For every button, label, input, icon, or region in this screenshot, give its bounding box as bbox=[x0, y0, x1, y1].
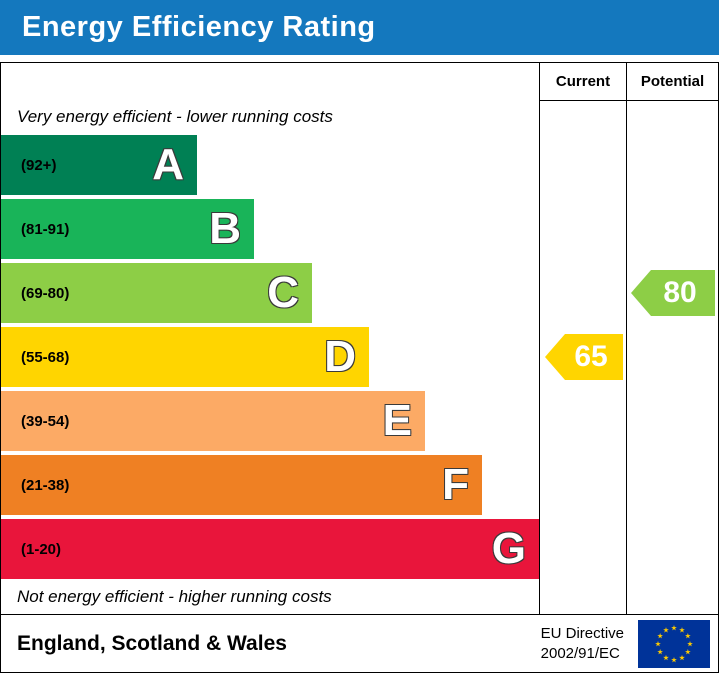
eu-directive-line1: EU Directive bbox=[540, 625, 624, 642]
eu-flag-icon bbox=[638, 619, 710, 668]
band-letter: G bbox=[491, 524, 526, 573]
band-bar-g: (1-20) G bbox=[1, 519, 539, 579]
band-letter: D bbox=[324, 332, 356, 381]
header-spacer bbox=[1, 63, 540, 101]
eu-directive-line2: 2002/91/EC bbox=[540, 644, 620, 662]
band-range-label: (69-80) bbox=[21, 284, 70, 302]
band-row-e: (39-54) E bbox=[1, 389, 539, 453]
region-label: England, Scotland & Wales bbox=[17, 631, 287, 655]
band-letter: F bbox=[442, 460, 469, 509]
band-letter: E bbox=[382, 396, 412, 445]
bottom-note: Not energy efficient - higher running co… bbox=[17, 587, 332, 606]
band-row-f: (21-38) F bbox=[1, 453, 539, 517]
band-bar-c: (69-80) C bbox=[1, 263, 312, 323]
potential-column: 80 bbox=[627, 101, 718, 614]
page-title: Energy Efficiency Rating bbox=[22, 11, 376, 43]
band-range-label: (21-38) bbox=[21, 476, 70, 494]
band-row-c: (69-80) C bbox=[1, 261, 539, 325]
band-range-label: (55-68) bbox=[21, 348, 70, 366]
title-bar: Energy Efficiency Rating bbox=[0, 0, 719, 55]
footer: England, Scotland & Wales EU Directive 2… bbox=[0, 615, 719, 673]
band-row-d: (55-68) D bbox=[1, 325, 539, 389]
band-row-b: (81-91) B bbox=[1, 197, 539, 261]
band-letter: B bbox=[209, 204, 241, 253]
band-row-g: (1-20) G bbox=[1, 517, 539, 581]
band-bar-f: (21-38) F bbox=[1, 455, 482, 515]
band-row-a: (92+) A bbox=[1, 133, 539, 197]
bands-area: Very energy efficient - lower running co… bbox=[1, 101, 540, 614]
band-bar-a: (92+) A bbox=[1, 135, 197, 195]
current-rating-tag: 65 bbox=[545, 334, 623, 380]
eu-directive-text: EU Directive 2002/91/EC bbox=[541, 624, 624, 663]
band-range-label: (81-91) bbox=[21, 220, 70, 238]
top-note: Very energy efficient - lower running co… bbox=[17, 107, 333, 126]
band-letter: C bbox=[267, 268, 299, 317]
potential-rating-tag: 80 bbox=[631, 270, 715, 316]
energy-rating-chart: Current Potential Very energy efficient … bbox=[0, 62, 719, 615]
current-column: 65 bbox=[540, 101, 627, 614]
potential-column-header: Potential bbox=[627, 63, 718, 101]
band-range-label: (1-20) bbox=[21, 540, 62, 558]
band-range-label: (39-54) bbox=[21, 412, 70, 430]
band-letter: A bbox=[152, 140, 184, 189]
current-column-header: Current bbox=[540, 63, 627, 101]
band-range-label: (92+) bbox=[21, 156, 57, 174]
band-bar-d: (55-68) D bbox=[1, 327, 369, 387]
band-bar-b: (81-91) B bbox=[1, 199, 254, 259]
band-bar-e: (39-54) E bbox=[1, 391, 425, 451]
